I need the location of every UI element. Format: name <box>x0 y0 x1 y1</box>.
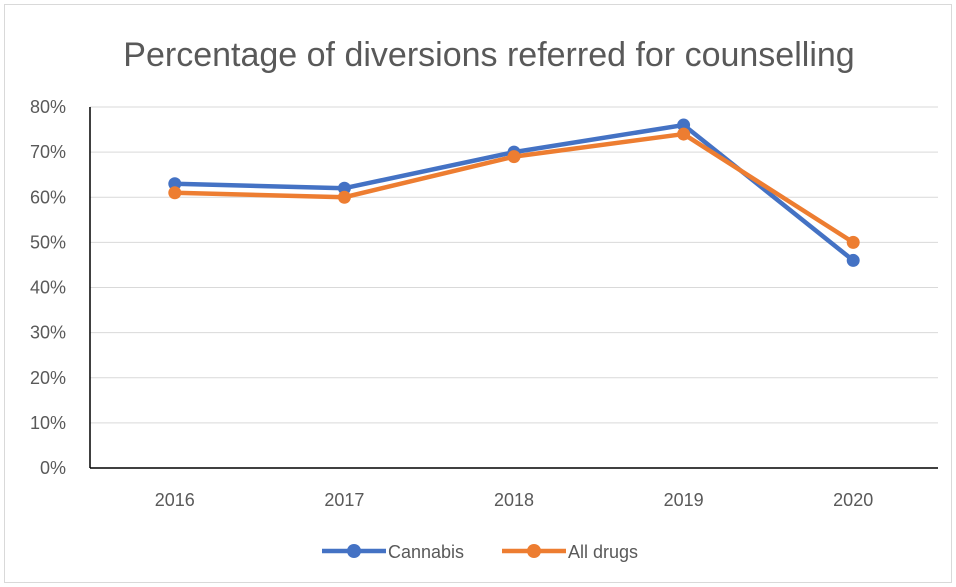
data-point <box>846 235 860 249</box>
legend-marker <box>347 544 361 558</box>
series-line <box>172 122 856 263</box>
x-axis-tick-labels: 2016 2017 2018 2019 2020 <box>155 490 873 510</box>
legend-label: All drugs <box>568 542 638 562</box>
legend-label: Cannabis <box>388 542 464 562</box>
series-group <box>168 118 860 267</box>
data-point <box>337 181 351 195</box>
chart-frame <box>4 4 952 583</box>
y-tick-label: 80% <box>30 97 66 117</box>
y-tick-label: 50% <box>30 232 66 252</box>
x-tick-label: 2019 <box>664 490 704 510</box>
y-tick-label: 40% <box>30 278 66 298</box>
gridlines <box>90 106 938 424</box>
data-point <box>168 177 182 191</box>
y-axis-tick-labels: 0% 10% 20% 30% 40% 50% 60% 70% 80% <box>30 97 66 478</box>
data-point <box>337 190 351 204</box>
data-point <box>168 186 182 200</box>
y-tick-label: 30% <box>30 323 66 343</box>
y-tick-label: 70% <box>30 142 66 162</box>
x-tick-label: 2020 <box>833 490 873 510</box>
data-point <box>846 253 860 267</box>
x-tick-label: 2016 <box>155 490 195 510</box>
data-point <box>677 127 691 141</box>
legend-marker <box>527 544 541 558</box>
y-tick-label: 60% <box>30 187 66 207</box>
chart-title: Percentage of diversions referred for co… <box>123 36 854 74</box>
y-tick-label: 10% <box>30 413 66 433</box>
data-point <box>677 118 691 132</box>
x-tick-label: 2018 <box>494 490 534 510</box>
y-tick-label: 0% <box>40 458 66 478</box>
x-tick-label: 2017 <box>324 490 364 510</box>
legend: Cannabis All drugs <box>322 542 638 562</box>
y-tick-label: 20% <box>30 368 66 388</box>
data-point <box>507 150 521 164</box>
